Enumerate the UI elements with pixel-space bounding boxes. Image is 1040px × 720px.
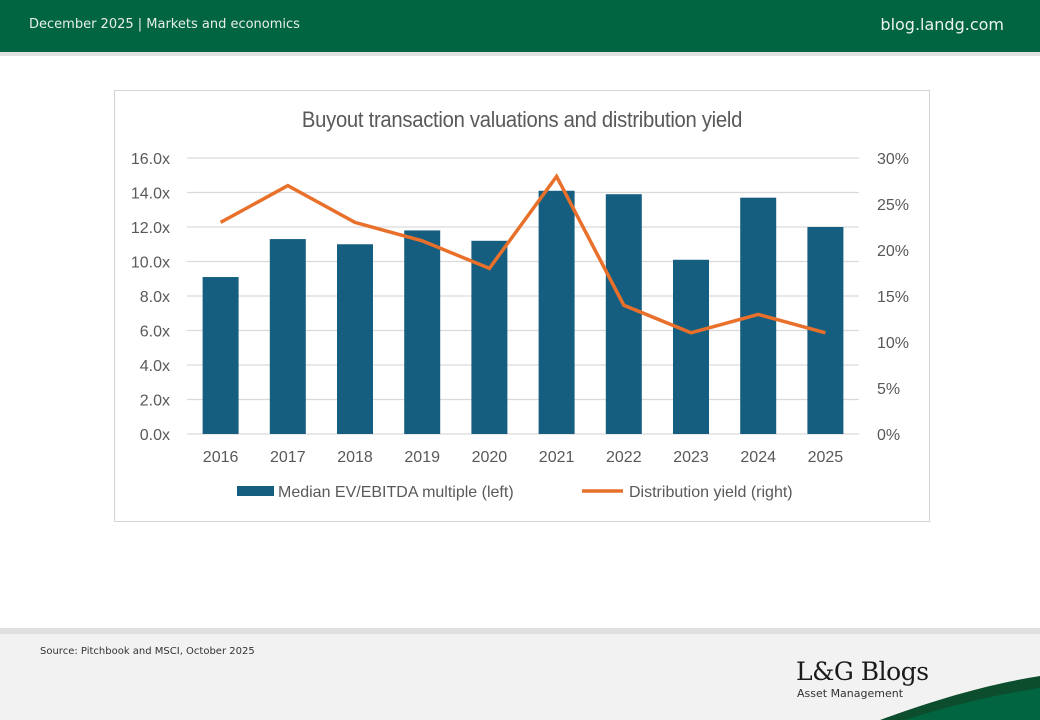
y-right-tick-label: 20% <box>877 243 909 260</box>
y-right-tick-label: 5% <box>877 381 900 398</box>
brand-logo: L&G Blogs <box>796 657 929 686</box>
site-link[interactable]: blog.landg.com <box>880 15 1004 34</box>
y-left-tick-label: 10.0x <box>131 255 170 272</box>
y-right-tick-label: 0% <box>877 427 900 444</box>
legend-bar-label: Median EV/EBITDA multiple (left) <box>278 484 514 501</box>
brand-swoosh-icon <box>880 676 1040 720</box>
footer-divider <box>0 628 1040 634</box>
y-left-tick-label: 16.0x <box>131 151 170 168</box>
footer <box>0 628 1040 720</box>
bar <box>337 244 373 434</box>
yield-line <box>219 173 826 335</box>
y-left-tick-label: 6.0x <box>140 324 170 341</box>
bar <box>404 230 441 434</box>
y-left-tick-label: 12.0x <box>131 220 170 237</box>
legend-line-label: Distribution yield (right) <box>629 484 793 501</box>
brand-subtitle: Asset Management <box>797 687 904 700</box>
header-date-category: December 2025 | Markets and economics <box>29 17 300 32</box>
source-note: Source: Pitchbook and MSCI, October 2025 <box>40 646 255 657</box>
bar <box>538 190 575 434</box>
x-tick-label: 2019 <box>404 449 440 466</box>
x-tick-label: 2020 <box>472 449 508 466</box>
y-left-tick-label: 8.0x <box>140 289 170 306</box>
y-right-tick-label: 10% <box>877 335 909 352</box>
x-tick-label: 2022 <box>606 449 642 466</box>
chart-svg: 0.0x 2.0x 4.0x 6.0x 8.0x 10.0x 12.0x 14.0x 16.0x… <box>131 151 909 501</box>
y-right-tick-label: 30% <box>877 151 909 168</box>
chart-container: Buyout transaction valuations and distri… <box>114 90 930 522</box>
x-tick-label: 2023 <box>673 449 709 466</box>
x-tick-label: 2017 <box>270 449 306 466</box>
x-tick-label: 2018 <box>337 449 373 466</box>
y-left-tick-label: 0.0x <box>140 427 170 444</box>
bar <box>605 194 642 434</box>
x-tick-label: 2024 <box>740 449 776 466</box>
x-tick-label: 2025 <box>808 449 844 466</box>
y-left-tick-label: 14.0x <box>131 186 170 203</box>
y-left-tick-label: 2.0x <box>140 393 170 410</box>
header-divider <box>0 52 1040 56</box>
y-right-tick-label: 25% <box>877 197 909 214</box>
x-tick-label: 2021 <box>539 449 575 466</box>
y-right-tick-label: 15% <box>877 289 909 306</box>
header-bar: December 2025 | Markets and economics bl… <box>0 0 1040 52</box>
x-tick-label: 2016 <box>203 449 239 466</box>
bar <box>269 239 306 434</box>
bar <box>471 240 508 434</box>
bar <box>673 259 709 434</box>
chart-title: Buyout transaction valuations and distri… <box>301 107 743 132</box>
bar <box>202 277 239 434</box>
y-left-tick-label: 4.0x <box>140 358 170 375</box>
legend-bar-swatch <box>237 486 274 496</box>
